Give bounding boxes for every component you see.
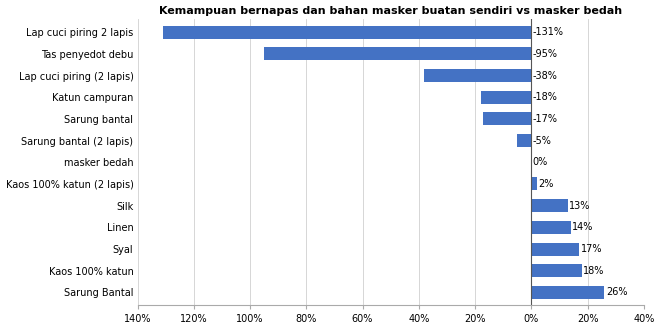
Bar (531, 221, 571, 234)
Text: -5%: -5% (533, 136, 552, 146)
Bar (517, 134, 531, 147)
Text: 17%: 17% (581, 244, 602, 254)
Text: -17%: -17% (533, 114, 558, 124)
Bar (264, 47, 531, 60)
Text: 2%: 2% (539, 179, 554, 189)
Bar (531, 243, 579, 255)
Text: 0%: 0% (533, 157, 548, 167)
Bar (531, 264, 582, 277)
Bar (480, 91, 531, 104)
Text: -131%: -131% (533, 27, 564, 37)
Text: -95%: -95% (533, 49, 558, 59)
Text: 26%: 26% (606, 287, 627, 297)
Bar (424, 69, 531, 82)
Bar (531, 286, 605, 299)
Bar (163, 26, 531, 39)
Text: 18%: 18% (583, 266, 605, 276)
Title: Kemampuan bernapas dan bahan masker buatan sendiri vs masker bedah: Kemampuan bernapas dan bahan masker buat… (159, 6, 622, 16)
Text: 13%: 13% (569, 201, 591, 211)
Bar (531, 178, 537, 190)
Text: -18%: -18% (533, 92, 558, 102)
Bar (484, 113, 531, 125)
Text: 14%: 14% (572, 222, 593, 232)
Text: -38%: -38% (533, 71, 558, 81)
Bar (531, 199, 568, 212)
